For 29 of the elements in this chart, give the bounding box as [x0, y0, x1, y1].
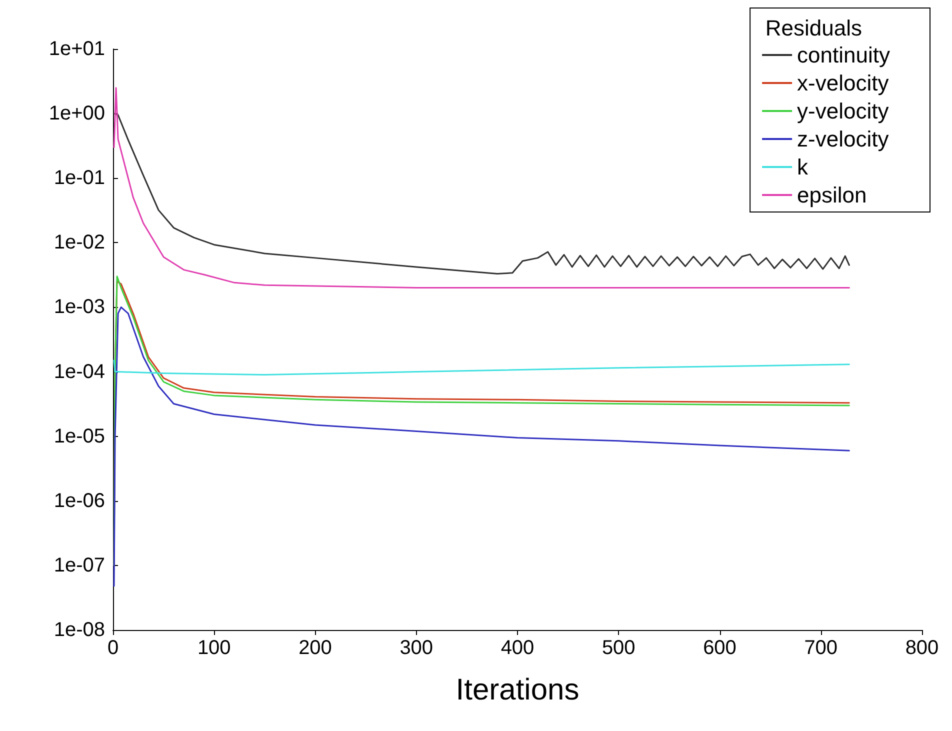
- y-tick-label: 1e-01: [54, 167, 105, 190]
- x-tick-label: 500: [602, 637, 636, 659]
- y-tick-label: 1e+01: [48, 38, 105, 60]
- x-tick-label: 600: [703, 637, 736, 659]
- y-tick-label: 1e-03: [54, 296, 105, 318]
- y-tick-label: 1e-07: [54, 554, 105, 576]
- y-tick-label: 1e+00: [48, 102, 105, 125]
- x-tick-label: 800: [905, 637, 939, 659]
- legend-label: epsilon: [797, 182, 867, 208]
- y-tick-label: 1e-02: [54, 232, 105, 254]
- line-series: [113, 360, 850, 376]
- y-tick-label: 1e-06: [54, 490, 105, 512]
- y-tick-label: 1e-04: [54, 360, 105, 383]
- x-tick-label: 300: [400, 637, 434, 659]
- y-tick-label: 1e-05: [54, 425, 105, 448]
- y-tick-label: 1e-08: [54, 619, 105, 641]
- x-tick-label: 0: [107, 637, 119, 659]
- x-axis-title: Iterations: [456, 674, 580, 706]
- x-tick-label: 700: [804, 637, 838, 659]
- x-tick-label: 200: [298, 637, 332, 659]
- line-series: [113, 306, 850, 587]
- legend-label: continuity: [797, 42, 890, 68]
- legend-label: k: [797, 154, 810, 180]
- x-tick-label: 400: [500, 637, 534, 659]
- legend-label: x-velocity: [797, 70, 889, 96]
- x-tick-label: 100: [197, 637, 231, 659]
- legend-title: Residuals: [765, 16, 862, 40]
- legend-label: y-velocity: [797, 98, 889, 124]
- legend-label: z-velocity: [797, 126, 889, 152]
